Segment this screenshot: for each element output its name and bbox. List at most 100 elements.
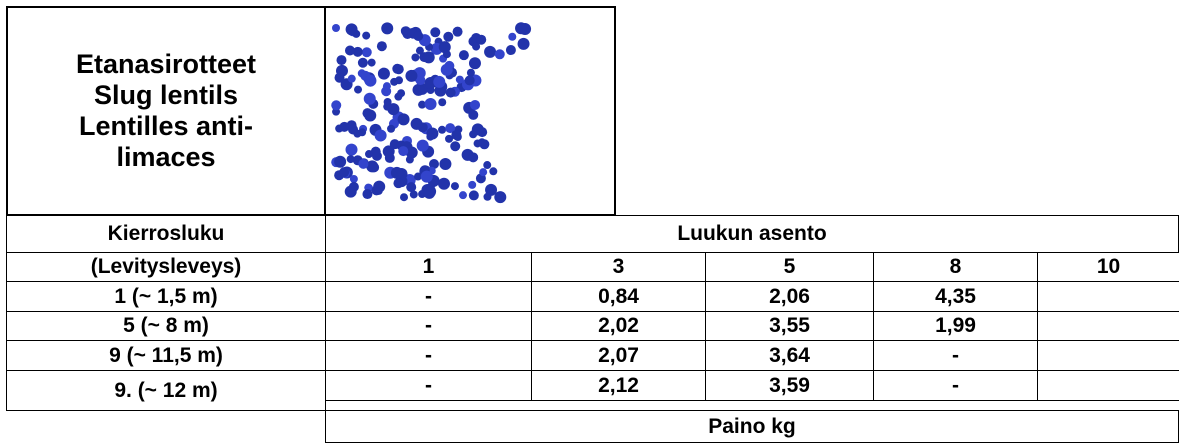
- column-header: 10: [1037, 252, 1179, 282]
- lentil: [450, 182, 459, 191]
- lentil: [424, 98, 437, 111]
- data-cell: -: [873, 340, 1038, 371]
- lentil: [405, 69, 418, 82]
- lentil: [415, 46, 424, 55]
- lentil: [412, 83, 425, 96]
- lentil: [468, 57, 481, 70]
- lentil: [468, 190, 479, 201]
- lentil: [353, 129, 362, 138]
- lentil: [346, 155, 355, 164]
- title-line: Slug lentils: [93, 80, 239, 110]
- title-cell: Etanasirotteet Slug lentils Lentilles an…: [6, 6, 326, 216]
- lentil: [364, 74, 377, 87]
- column-header: 1: [325, 252, 532, 282]
- lentil: [479, 168, 488, 177]
- lentil: [334, 155, 347, 168]
- lentil: [364, 150, 373, 159]
- lentil: [422, 51, 435, 64]
- lentil: [364, 109, 377, 122]
- lentil: [445, 123, 456, 134]
- lentil: [473, 139, 482, 148]
- lentil: [416, 139, 429, 152]
- lentil: [377, 67, 390, 80]
- lentil: [479, 139, 490, 150]
- column-header: 8: [873, 252, 1038, 282]
- lentil: [339, 167, 350, 178]
- lentil: [483, 161, 492, 170]
- lentil: [382, 82, 391, 91]
- lentil: [458, 50, 469, 61]
- data-cell: 2,06: [705, 281, 874, 312]
- lentil: [345, 23, 358, 36]
- lentil: [430, 27, 441, 38]
- lentil: [442, 50, 451, 59]
- title-line: Etanasirotteet: [75, 49, 257, 79]
- lentil: [455, 75, 464, 84]
- data-cell: [1037, 370, 1179, 401]
- lentil: [339, 121, 350, 132]
- data-cell: -: [325, 281, 532, 312]
- lentil: [390, 166, 403, 179]
- lentil: [464, 75, 475, 86]
- row-header: (Levitysleveys): [6, 252, 326, 282]
- lentil: [423, 186, 436, 199]
- lentil: [450, 141, 461, 152]
- lentil: [484, 45, 497, 58]
- lentil: [370, 146, 381, 157]
- footer: Paino kg: [325, 410, 1179, 443]
- lentil: [440, 63, 453, 76]
- lentil: [469, 130, 478, 139]
- title-line: limaces: [116, 142, 216, 172]
- lentil: [354, 85, 363, 94]
- lentil: [397, 89, 406, 98]
- lentil: [406, 182, 417, 193]
- lentil: [362, 31, 371, 40]
- data-cell: [1037, 281, 1179, 312]
- row-label: 9 (~ 11,5 m): [6, 340, 326, 371]
- lentil: [410, 117, 423, 130]
- column-header: 3: [531, 252, 706, 282]
- title-line: Lentilles anti-: [78, 111, 254, 141]
- lentil: [413, 30, 424, 41]
- lentil: [334, 72, 345, 83]
- column-header: 5: [705, 252, 874, 282]
- lentil: [483, 192, 492, 201]
- lentil: [420, 170, 433, 183]
- row-header: Kierrosluku: [6, 215, 326, 253]
- row-label: 5 (~ 8 m): [6, 311, 326, 341]
- lentil: [398, 146, 409, 157]
- data-cell: 3,55: [705, 311, 874, 341]
- data-cell: -: [325, 311, 532, 341]
- data-cell: -: [873, 370, 1038, 401]
- lentil: [466, 68, 475, 77]
- lentil: [505, 45, 516, 56]
- lentil: [413, 172, 422, 181]
- lentil: [367, 58, 376, 67]
- lentil: [336, 55, 347, 66]
- lentil: [418, 100, 427, 109]
- lentil: [400, 26, 409, 35]
- lentil: [409, 190, 418, 199]
- lentil: [445, 87, 456, 98]
- lentil: [393, 64, 404, 75]
- column-group: Luukun asento: [325, 215, 1179, 253]
- lentil: [508, 32, 517, 41]
- lentil: [472, 42, 481, 51]
- lentil: [381, 22, 394, 35]
- row-label: 1 (~ 1,5 m): [6, 281, 326, 312]
- lentil: [345, 143, 358, 156]
- data-cell: 2,12: [531, 370, 706, 401]
- data-cell: 2,02: [531, 311, 706, 341]
- lentil: [349, 174, 358, 183]
- lentil: [489, 167, 498, 176]
- data-cell: 1,99: [873, 311, 1038, 341]
- lentil: [438, 41, 451, 54]
- row-label: 9. (~ 12 m): [6, 370, 326, 411]
- data-cell: [1037, 340, 1179, 371]
- lentil: [366, 160, 379, 173]
- lentil: [439, 158, 452, 171]
- lentil: [397, 113, 410, 126]
- data-cell: 0,84: [531, 281, 706, 312]
- lentil: [468, 180, 477, 189]
- lentil: [494, 191, 507, 204]
